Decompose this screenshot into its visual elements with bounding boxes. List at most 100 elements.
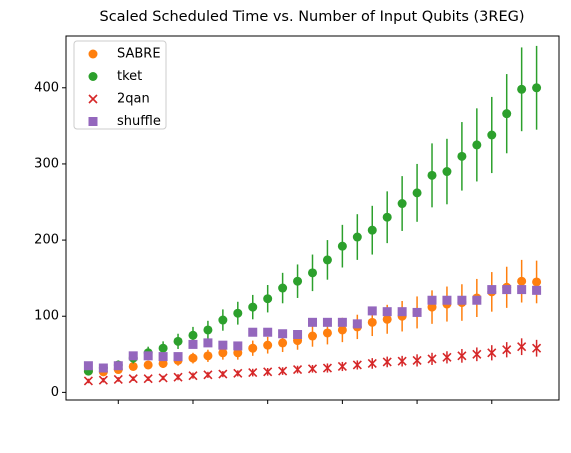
- marker: [188, 339, 198, 349]
- marker: [218, 369, 228, 379]
- marker: [88, 117, 98, 126]
- marker: [188, 330, 198, 340]
- marker: [517, 84, 527, 94]
- marker: [442, 167, 452, 177]
- marker: [337, 325, 347, 335]
- marker: [203, 338, 213, 348]
- marker: [532, 83, 542, 93]
- marker: [322, 255, 332, 265]
- marker: [233, 368, 243, 378]
- marker: [158, 373, 168, 383]
- marker: [278, 366, 288, 376]
- y-tick-label: 300: [34, 156, 59, 171]
- marker: [233, 348, 243, 358]
- marker: [367, 358, 377, 369]
- marker: [113, 361, 123, 371]
- marker: [502, 285, 512, 295]
- marker: [248, 327, 258, 337]
- marker: [203, 325, 213, 335]
- marker: [382, 357, 392, 367]
- marker: [352, 319, 362, 329]
- marker: [322, 328, 332, 338]
- marker: [487, 348, 497, 358]
- legend-label: tket: [117, 69, 142, 84]
- y-tick-label: 400: [34, 80, 59, 95]
- marker: [397, 307, 407, 317]
- marker: [457, 151, 467, 161]
- marker: [98, 375, 108, 385]
- marker: [337, 241, 347, 251]
- marker: [278, 329, 288, 339]
- marker: [427, 170, 437, 180]
- legend: SABRE tket 2qan shuffle: [73, 40, 167, 130]
- marker: [263, 367, 273, 377]
- marker: [517, 342, 527, 352]
- marker: [263, 327, 273, 337]
- marker: [308, 331, 317, 341]
- marker: [293, 330, 303, 340]
- marker: [382, 307, 392, 317]
- marker: [532, 343, 542, 353]
- marker: [188, 353, 198, 363]
- marker: [173, 336, 183, 346]
- marker: [203, 351, 213, 361]
- marker: [322, 363, 333, 373]
- marker: [382, 314, 392, 324]
- marker: [263, 294, 273, 304]
- marker: [308, 268, 317, 278]
- marker: [472, 140, 482, 150]
- marker: [427, 354, 437, 364]
- marker: [218, 340, 228, 350]
- marker: [233, 341, 243, 351]
- marker: [293, 276, 303, 286]
- marker: [532, 277, 542, 287]
- marker: [83, 361, 93, 371]
- marker: [113, 374, 123, 385]
- marker: [248, 368, 258, 378]
- y-tick-label: 0: [51, 385, 59, 400]
- marker: [158, 352, 168, 362]
- marker: [517, 285, 527, 295]
- marker: [397, 199, 407, 209]
- marker: [308, 317, 317, 327]
- marker: [427, 302, 437, 312]
- marker: [128, 374, 138, 384]
- marker: [307, 364, 318, 374]
- marker: [427, 295, 437, 305]
- y-tick-label: 100: [34, 309, 59, 324]
- marker: [278, 283, 288, 293]
- chart-title: Scaled Scheduled Time vs. Number of Inpu…: [99, 9, 524, 25]
- marker: [337, 317, 347, 327]
- marker: [158, 358, 168, 368]
- marker: [143, 360, 153, 370]
- marker: [532, 285, 542, 295]
- marker: [472, 349, 482, 359]
- marker: [367, 306, 377, 316]
- marker: [322, 317, 332, 327]
- marker: [173, 352, 183, 362]
- marker: [412, 307, 422, 317]
- marker: [83, 376, 93, 386]
- marker: [397, 356, 407, 366]
- marker: [218, 348, 228, 358]
- marker: [278, 338, 288, 348]
- marker: [457, 295, 467, 305]
- marker: [158, 343, 168, 353]
- marker: [502, 345, 512, 355]
- marker: [367, 225, 377, 235]
- marker: [412, 188, 422, 198]
- marker: [487, 130, 497, 140]
- marker: [128, 361, 138, 371]
- marker: [472, 295, 482, 305]
- marker: [218, 315, 228, 325]
- marker: [412, 355, 422, 365]
- legend-label: shuffle: [117, 114, 161, 129]
- marker: [143, 351, 153, 361]
- marker: [248, 343, 258, 353]
- legend-label: 2qan: [117, 92, 150, 107]
- marker: [352, 232, 362, 242]
- marker: [292, 364, 303, 375]
- marker: [457, 351, 467, 361]
- legend-frame: [73, 40, 167, 130]
